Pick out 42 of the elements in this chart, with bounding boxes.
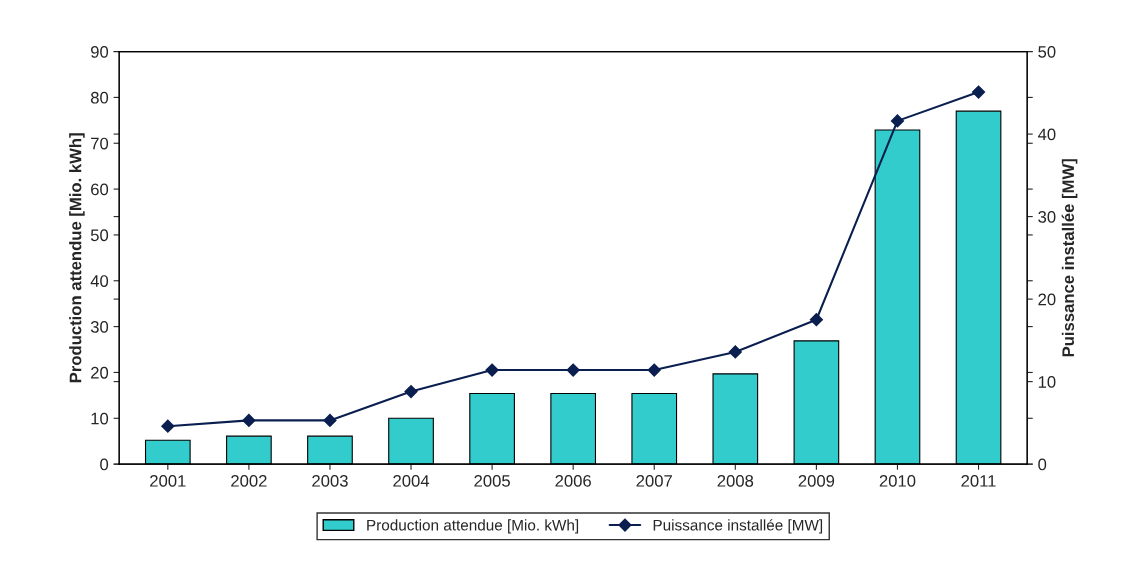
y-tick-label: 50 (90, 229, 109, 242)
y-tick-label: 60 (91, 183, 109, 196)
x-tick-label: 2002 (231, 474, 267, 487)
x-tick-label: 2010 (879, 474, 916, 487)
x-tick-label: 2003 (312, 474, 348, 487)
point (323, 413, 337, 427)
y2-tick-label: 40 (1037, 128, 1056, 141)
point (971, 85, 986, 99)
point (161, 419, 175, 433)
x-tick-label: 2007 (636, 474, 672, 487)
y2-tick-label: 10 (1038, 376, 1056, 388)
y2-tick-label: 0 (1038, 458, 1047, 471)
y2-tick-label: 50 (1038, 45, 1056, 58)
point (566, 363, 580, 377)
x-tick-label: 2008 (717, 474, 754, 487)
x-tick-label: 2009 (798, 474, 835, 487)
x-tick-label: 2011 (961, 474, 996, 487)
x-tick-label: 2001 (150, 474, 186, 487)
y2-axis-title: Puissance installée [MW] (1061, 159, 1078, 357)
y2-tick-label: 30 (1038, 211, 1056, 223)
legend-label: Production attendue [Mio. kWh] (367, 519, 579, 534)
y-tick-label: 10 (91, 412, 109, 425)
y-tick-label: 0 (100, 458, 109, 471)
y-tick-label: 90 (91, 45, 109, 58)
legend-label: Puissance installée [MW] (653, 519, 823, 534)
y-tick-label: 40 (90, 275, 109, 287)
point (728, 345, 742, 359)
point (485, 363, 499, 377)
y-tick-label: 30 (90, 321, 109, 333)
x-tick-label: 2006 (555, 474, 591, 487)
x-tick-label: 2005 (474, 474, 510, 487)
y-axis-title: Production attendue [Mio. kWh] (69, 133, 85, 383)
point (404, 384, 418, 399)
x-tick-label: 2004 (393, 474, 430, 487)
point (809, 313, 823, 327)
point (242, 413, 256, 427)
y-tick-label: 80 (90, 91, 109, 104)
y-tick-label: 20 (91, 366, 109, 379)
point (890, 114, 905, 128)
point (647, 363, 661, 377)
y-tick-label: 70 (91, 137, 109, 150)
y2-tick-label: 20 (1038, 293, 1056, 306)
